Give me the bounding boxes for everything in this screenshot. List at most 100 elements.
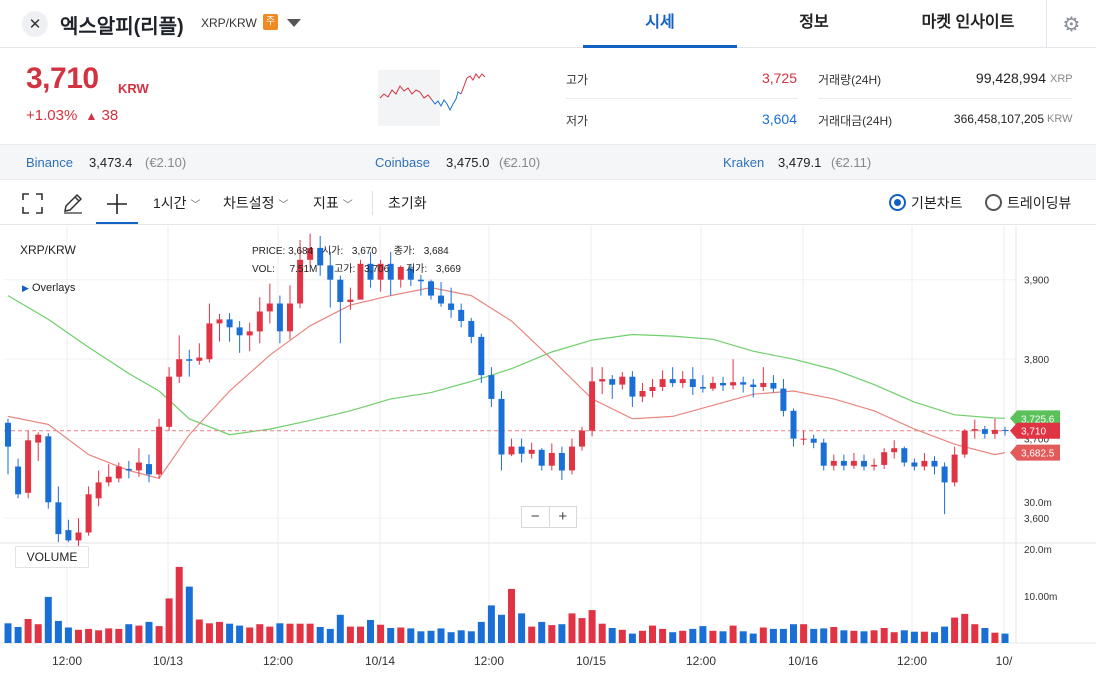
volume-bar <box>175 566 183 643</box>
ma-short-value-tag-bg <box>1010 444 1060 461</box>
candle-body <box>327 265 334 280</box>
exchange-binance-price: 3,473.4 <box>89 155 133 170</box>
volume-bar <box>276 623 284 643</box>
volume-bar <box>115 628 123 643</box>
reset-button[interactable]: 초기화 <box>388 195 427 211</box>
candle-body <box>649 387 656 391</box>
volume-bar <box>346 626 354 643</box>
legend-high-label: 고가: <box>334 264 356 275</box>
tradingview-label[interactable]: 트레이딩뷰 <box>1007 195 1072 211</box>
legend-low-value: 3,669 <box>435 264 461 275</box>
candle-body <box>921 460 928 467</box>
exchange-binance-name[interactable]: Binance <box>26 155 73 170</box>
interval-dropdown[interactable]: 1시간 ﹀ <box>153 181 201 225</box>
crosshair-icon[interactable] <box>96 182 138 224</box>
volume-bar <box>34 624 42 643</box>
tab-info[interactable]: 정보 <box>799 14 829 31</box>
candle-body <box>458 309 465 321</box>
volume-bar <box>900 630 908 643</box>
tradingview-radio[interactable] <box>985 194 1002 211</box>
candle-body <box>407 268 414 280</box>
gear-icon[interactable]: ⚙ <box>1046 0 1096 48</box>
candle-body <box>709 383 716 389</box>
tab-market-insight[interactable]: 마켓 인사이트 <box>921 14 1015 31</box>
volume-bar <box>85 628 93 643</box>
volume-bar <box>4 623 12 643</box>
candle-body <box>619 376 626 385</box>
candle-body <box>45 436 52 503</box>
basic-chart-label[interactable]: 기본차트 <box>911 195 963 211</box>
candle-body <box>820 442 827 466</box>
candle-body <box>85 494 92 533</box>
volume-bar <box>256 624 264 643</box>
coin-select-dropdown-icon[interactable] <box>287 19 301 27</box>
volume-bar <box>296 623 304 643</box>
ohlc-legend: PRICE: 3,684 시가: 3,670 종가: 3,684 <box>252 242 449 257</box>
volume-bar <box>759 627 767 643</box>
exchange-kraken-name[interactable]: Kraken <box>723 155 765 170</box>
volume-bar <box>800 624 808 643</box>
zoom-in-button[interactable]: + <box>548 507 577 527</box>
volume-bar <box>779 628 787 643</box>
volume-bar <box>961 613 969 643</box>
candle-body <box>951 454 958 483</box>
candle-body <box>1002 429 1008 431</box>
candle-body <box>599 379 606 382</box>
candle-body <box>186 359 193 361</box>
tab-price[interactable]: 시세 <box>583 0 737 48</box>
volume-bar <box>377 624 385 643</box>
candle-body <box>417 279 424 282</box>
overlays-toggle[interactable]: ▶ Overlays <box>22 282 75 294</box>
y-tick-label: 3,900 <box>1024 276 1049 287</box>
volume-bar <box>316 627 324 643</box>
x-tick-label: 10/15 <box>576 654 606 668</box>
exchange-coinbase-eur: (€2.10) <box>499 155 541 170</box>
coin-name: 엑스알피(리플) <box>60 16 184 38</box>
volume-bar <box>769 628 777 643</box>
volume-bar <box>387 628 395 643</box>
volume-bar <box>397 627 405 643</box>
price-change: +1.03% ▲ 38 <box>26 107 118 124</box>
candle-body <box>105 476 112 483</box>
candle-body <box>135 462 142 471</box>
mini-chart-line-down <box>431 91 462 112</box>
zoom-out-button[interactable]: − <box>530 508 540 525</box>
volume-bar <box>659 628 667 643</box>
close-icon[interactable]: ✕ <box>22 11 48 37</box>
candle-body <box>115 466 122 479</box>
candle-body <box>256 311 263 332</box>
x-tick-label: 10/ <box>996 654 1013 668</box>
volume-bar <box>850 630 858 643</box>
x-tick-label: 12:00 <box>897 654 927 668</box>
candle-body <box>770 383 777 389</box>
fullscreen-icon[interactable] <box>22 193 43 214</box>
amount-label: 거래대금(24H) <box>818 114 893 128</box>
volume-bar <box>1001 633 1009 643</box>
indicators-dropdown[interactable]: 지표 ﹀ <box>313 181 353 225</box>
volume-bar <box>598 623 606 643</box>
volume-bar <box>306 623 314 643</box>
volume-bar <box>840 630 848 643</box>
volume-bar <box>971 624 979 643</box>
candle-body <box>629 376 636 397</box>
candle-body <box>669 379 676 384</box>
legend-high-value: 3,706 <box>364 264 390 275</box>
x-tick-label: 12:00 <box>686 654 716 668</box>
x-tick-label: 12:00 <box>52 654 82 668</box>
interval-label: 1시간 <box>153 195 187 211</box>
exchange-coinbase-name[interactable]: Coinbase <box>375 155 430 170</box>
basic-chart-radio[interactable] <box>889 194 906 211</box>
legend-price-label: PRICE: <box>252 246 286 257</box>
volume-bar <box>739 631 747 644</box>
pencil-draw-icon[interactable] <box>62 192 84 214</box>
candle-body <box>911 462 918 467</box>
price-chart[interactable]: 3,900 3,800 3,700 3,600 30.0m 20.0m 10.00m 12:0… <box>0 226 1096 679</box>
candle-body <box>166 376 173 427</box>
mini-chart-line-recent <box>460 73 486 95</box>
chart-toolbar <box>0 181 1096 225</box>
high-value: 3,725 <box>761 70 797 86</box>
chart-settings-dropdown[interactable]: 차트설정 ﹀ <box>223 181 289 225</box>
legend-vol-value: 7.51M <box>289 264 318 275</box>
volume-bar <box>991 632 999 643</box>
volume-bar <box>951 617 959 643</box>
